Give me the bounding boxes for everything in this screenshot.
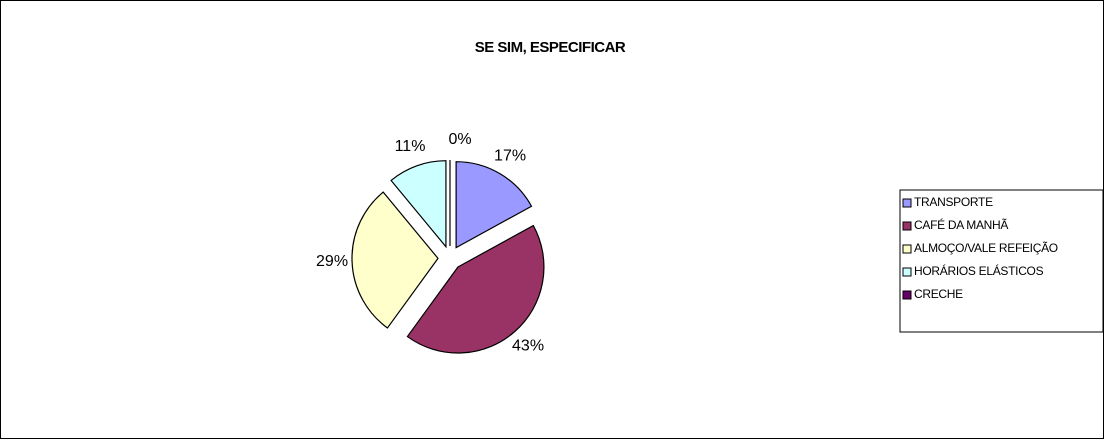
legend-swatch bbox=[902, 221, 912, 231]
pie-slice bbox=[406, 224, 545, 354]
legend-label: TRANSPORTE bbox=[914, 195, 993, 209]
legend-swatch bbox=[902, 267, 912, 277]
legend-swatch bbox=[902, 290, 912, 300]
legend-box bbox=[899, 189, 1104, 333]
legend-swatch bbox=[902, 198, 912, 208]
legend-swatch bbox=[902, 244, 912, 254]
pie-slice bbox=[390, 160, 447, 249]
legend-label: ALMOÇO/VALE REFEIÇÃO bbox=[914, 241, 1058, 255]
data-label: 0% bbox=[448, 131, 471, 148]
chart-title: SE SIM, ESPECIFICAR bbox=[475, 39, 626, 56]
legend-label: HORÁRIOS ELÁSTICOS bbox=[914, 263, 1044, 278]
data-label: 11% bbox=[395, 138, 426, 155]
pie-slice bbox=[351, 191, 439, 329]
data-label: 43% bbox=[512, 338, 544, 355]
legend-label: CAFÉ DA MANHÃ bbox=[914, 217, 1008, 232]
legend-label: CRECHE bbox=[914, 287, 963, 301]
data-label: 17% bbox=[494, 148, 526, 165]
data-label: 29% bbox=[316, 253, 348, 270]
pie-slice bbox=[455, 161, 533, 249]
